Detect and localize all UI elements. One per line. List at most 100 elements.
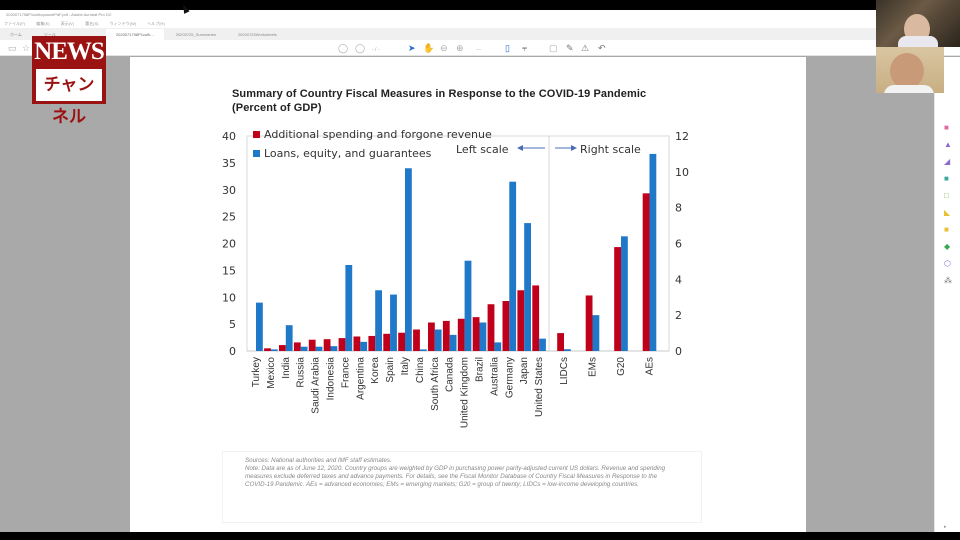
menu-window[interactable]: ウィンドウ(W) <box>109 21 137 26</box>
bar-loans <box>360 341 368 351</box>
comment-tool-icon[interactable]: ◣ <box>944 208 951 217</box>
video-participant-2 <box>876 47 944 93</box>
tools-side-panel: ■ ▲ ◢ ■ □ ◣ ■ ◆ ⬡ ⁂ ▸ <box>934 57 960 532</box>
x-tick-label: India <box>281 357 292 379</box>
bar-spending <box>472 317 480 351</box>
annotation-right-scale: Right scale <box>580 143 641 156</box>
bar-loans <box>509 181 517 351</box>
bar-spending <box>614 247 621 351</box>
bar-spending <box>383 333 391 351</box>
x-tick-label: Saudi Arabia <box>311 357 322 414</box>
left-y-tick-label: 40 <box>222 130 236 143</box>
bar-spending <box>338 338 346 351</box>
bar-loans <box>479 322 487 351</box>
pen-icon[interactable]: ✎ <box>566 43 574 53</box>
protect-icon[interactable]: ⬡ <box>944 259 951 268</box>
x-tick-label: Indonesia <box>326 357 337 401</box>
edit-pdf-icon[interactable]: ◢ <box>944 157 951 166</box>
fill-sign-icon[interactable]: ■ <box>944 225 949 234</box>
collapse-panel-icon[interactable]: ▸ <box>944 524 947 530</box>
page-indicator[interactable]: - / - <box>372 47 380 53</box>
scroll-mode-icon[interactable]: ⫧ <box>522 43 528 53</box>
bar-loans <box>434 329 442 351</box>
x-tick-label: Spain <box>385 357 396 383</box>
bar-loans <box>256 302 263 351</box>
menu-view[interactable]: 表示(V) <box>60 21 75 26</box>
menu-file[interactable]: ファイル(F) <box>4 21 26 26</box>
bar-loans <box>345 265 353 351</box>
page-up-icon[interactable]: ◯ <box>338 43 349 53</box>
tab-bar: ホーム ツール 2020071798P1cufk... 20200725_Sum… <box>0 28 960 40</box>
notes-text: Note: Data are as of June 12, 2020. Coun… <box>245 465 666 488</box>
stamp-icon[interactable]: ⚠ <box>581 43 590 53</box>
undo-icon[interactable]: ↶ <box>598 43 606 53</box>
left-scale-arrowhead <box>517 145 523 151</box>
x-tick-label: Turkey <box>251 357 262 387</box>
x-tick-label: France <box>340 357 351 389</box>
bar-spending <box>264 348 271 351</box>
chart-subtitle: (Percent of GDP) <box>232 102 322 114</box>
bar-loans <box>621 236 628 351</box>
page-fit-icon[interactable]: ▯ <box>505 43 510 53</box>
tab-worksheets[interactable]: 20200725Worksheets <box>237 32 277 37</box>
window-title: 2020071798P1cufkoyoucelPdF.pdf - Adobe A… <box>0 10 960 20</box>
x-tick-label: G20 <box>616 357 627 376</box>
bar-spending <box>398 332 405 351</box>
right-y-tick-label: 12 <box>675 130 689 143</box>
zoom-in-icon[interactable]: ⊕ <box>456 43 464 53</box>
x-tick-label: AEs <box>645 357 656 375</box>
bar-spending <box>323 339 331 351</box>
bar-spending <box>642 193 650 351</box>
export-pdf-icon[interactable]: ■ <box>944 123 949 132</box>
tab-tools[interactable]: ツール <box>43 32 56 37</box>
combine-files-icon[interactable]: ■ <box>944 174 949 183</box>
bar-spending <box>457 318 465 351</box>
hand-tool-icon[interactable]: ✋ <box>423 43 435 53</box>
organize-pages-icon[interactable]: □ <box>944 191 949 200</box>
x-tick-label: China <box>415 357 426 384</box>
bookmark-star-icon[interactable]: ☆ <box>22 43 31 53</box>
chart-title-block: Summary of Country Fiscal Measures in Re… <box>232 87 646 115</box>
bottom-border <box>0 532 960 540</box>
legend-label-spending: Additional spending and forgone revenue <box>264 128 492 141</box>
left-y-tick-label: 5 <box>229 318 236 331</box>
more-tools-icon[interactable]: ⁂ <box>944 276 952 285</box>
zoom-out-icon[interactable]: ⊖ <box>440 43 448 53</box>
bar-spending <box>428 322 435 351</box>
bar-loans <box>464 260 472 351</box>
x-tick-label: Germany <box>504 357 515 398</box>
save-icon[interactable]: ▭ <box>8 43 17 53</box>
page-down-icon[interactable]: ◯ <box>355 43 366 53</box>
x-tick-label: South Africa <box>430 357 441 411</box>
bar-loans <box>375 290 382 351</box>
bar-spending <box>279 345 286 351</box>
x-tick-label: Russia <box>296 357 307 388</box>
tab-document-active[interactable]: 2020071798P1cufk... <box>105 29 164 40</box>
right-y-tick-label: 8 <box>675 202 682 215</box>
bar-spending <box>487 304 495 351</box>
bar-loans <box>592 315 600 351</box>
right-y-tick-label: 0 <box>675 345 682 358</box>
create-pdf-icon[interactable]: ▲ <box>944 140 952 149</box>
x-tick-label: EMs <box>588 357 599 377</box>
document-margin-left <box>8 57 128 532</box>
tab-summaries[interactable]: 20200725_Summaries <box>175 32 216 37</box>
menu-edit[interactable]: 編集(E) <box>36 21 50 26</box>
right-scale-arrowhead <box>571 145 577 151</box>
zoom-level-select[interactable]: --- <box>476 47 481 53</box>
bar-loans <box>330 346 338 351</box>
menu-help[interactable]: ヘルプ(H) <box>147 21 165 26</box>
menu-sign[interactable]: 署名(S) <box>85 21 99 26</box>
x-tick-label: Korea <box>370 357 381 384</box>
select-cursor-icon[interactable]: ➤ <box>408 43 416 53</box>
bar-loans <box>494 342 502 351</box>
x-tick-label: United Kingdom <box>460 357 471 428</box>
tab-home[interactable]: ホーム <box>10 32 22 37</box>
right-y-tick-label: 4 <box>675 273 682 286</box>
comment-icon[interactable]: ▢ <box>549 43 558 53</box>
scan-icon[interactable]: ◆ <box>944 242 951 251</box>
x-tick-label: Australia <box>489 357 500 396</box>
bar-loans <box>419 349 427 351</box>
right-y-tick-label: 6 <box>675 238 682 251</box>
chart-notes: Sources: National authorities and IMF st… <box>222 451 702 523</box>
